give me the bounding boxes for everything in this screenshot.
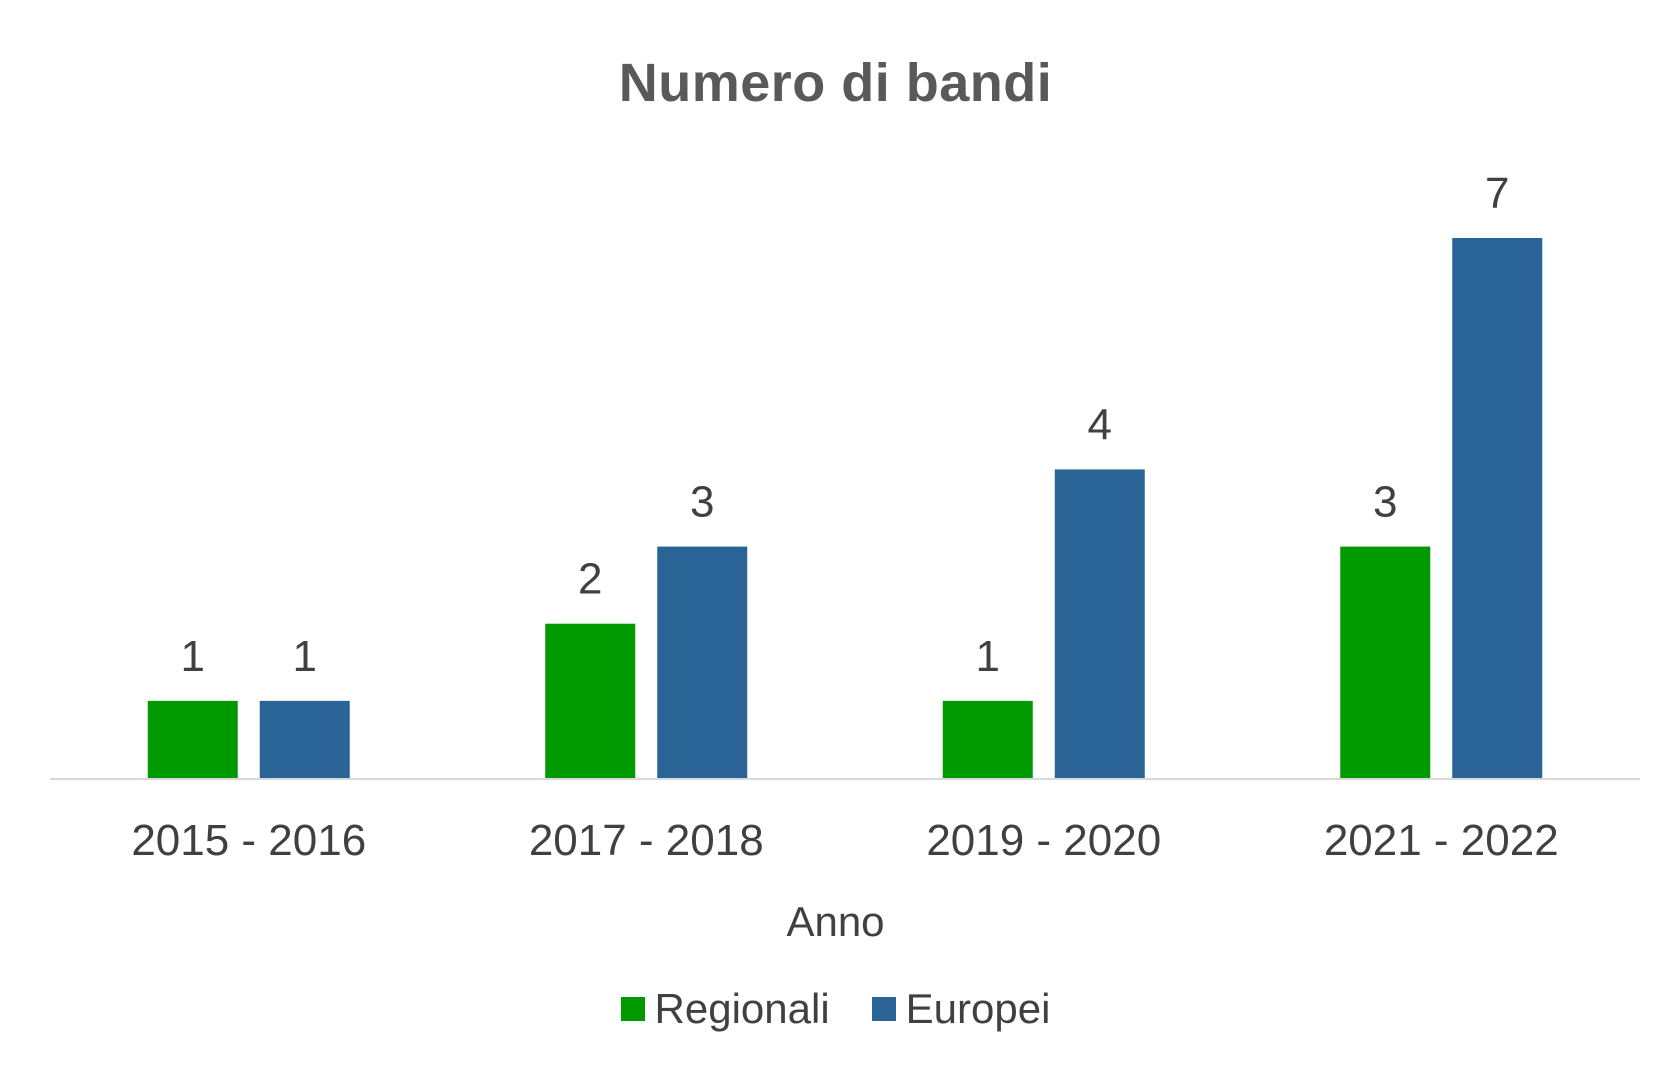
data-label-regionali-1: 2: [578, 555, 602, 604]
bar-europei-3: [1452, 238, 1543, 778]
data-label-europei-2: 4: [1088, 400, 1112, 449]
legend-label-regionali: Regionali: [654, 985, 830, 1032]
legend-label-europei: Europei: [905, 985, 1051, 1032]
data-label-europei-1: 3: [690, 478, 714, 527]
bar-regionali-1: [545, 623, 636, 778]
x-tick-label-0: 2015 - 2016: [131, 816, 366, 865]
data-labels-layer: 1 1 2 3 1 4 3 7: [181, 169, 1510, 681]
tick-labels-layer: 2015 - 2016 2017 - 2018 2019 - 2020 2021 - …: [131, 816, 1558, 865]
data-label-europei-3: 7: [1485, 169, 1509, 218]
data-label-regionali-3: 3: [1373, 478, 1397, 527]
legend-swatch-regionali: [620, 997, 645, 1021]
data-label-regionali-0: 1: [181, 632, 205, 681]
bar-regionali-3: [1340, 546, 1431, 778]
bar-europei-1: [657, 546, 748, 778]
legend: Regionali Europei: [0, 985, 1671, 1033]
x-tick-label-1: 2017 - 2018: [529, 816, 764, 865]
data-label-europei-0: 1: [293, 632, 317, 681]
x-tick-label-2: 2019 - 2020: [926, 816, 1161, 865]
bars-layer: [147, 238, 1543, 778]
bar-europei-0: [259, 700, 350, 778]
legend-item-europei: Europei: [871, 985, 1051, 1033]
legend-swatch-europei: [871, 997, 896, 1021]
data-label-regionali-2: 1: [976, 632, 1000, 681]
chart-title: Numero di bandi: [618, 53, 1053, 113]
x-axis-title: Anno: [786, 898, 885, 945]
x-tick-label-3: 2021 - 2022: [1324, 816, 1559, 865]
bar-europei-2: [1054, 469, 1145, 778]
bar-regionali-2: [942, 700, 1033, 778]
bar-regionali-0: [147, 700, 238, 778]
legend-item-regionali: Regionali: [620, 985, 830, 1033]
